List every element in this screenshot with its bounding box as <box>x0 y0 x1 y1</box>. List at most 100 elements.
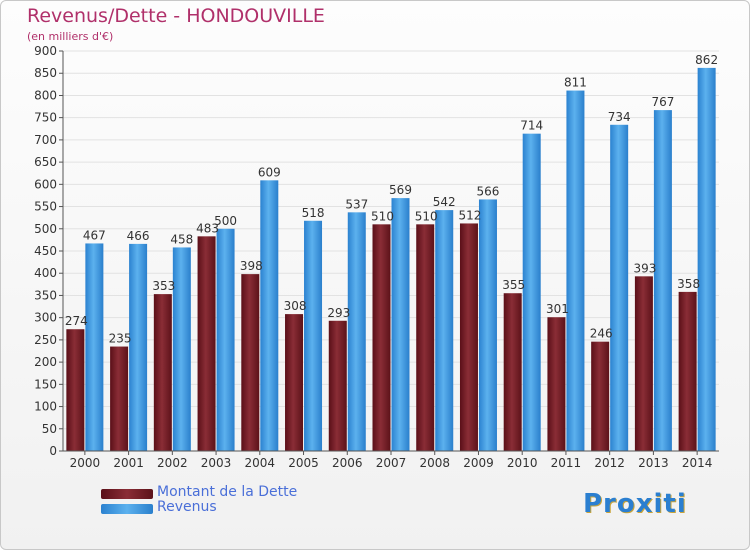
bar-dette <box>416 224 435 451</box>
legend-swatch-dette <box>101 489 153 499</box>
data-label-dette: 353 <box>152 279 175 293</box>
bar-dette <box>678 291 697 451</box>
data-label-dette: 483 <box>196 221 219 235</box>
bar-dette <box>547 317 566 451</box>
data-label-dette: 393 <box>633 261 656 275</box>
bar-revenus <box>697 67 716 451</box>
y-tick-label: 50 <box>42 422 57 436</box>
bar-revenus <box>85 243 104 451</box>
proxiti-logo: Proxiti <box>583 489 687 519</box>
y-tick-label: 800 <box>34 88 57 102</box>
bar-dette <box>110 346 129 451</box>
legend-label-revenus: Revenus <box>157 499 217 515</box>
data-label-revenus: 458 <box>170 232 193 246</box>
bar-revenus <box>610 124 629 452</box>
data-label-dette: 308 <box>284 299 307 313</box>
bar-dette <box>153 294 172 451</box>
x-tick-label: 2010 <box>507 456 538 470</box>
data-label-revenus: 566 <box>477 184 500 198</box>
y-tick-label: 850 <box>34 66 57 80</box>
y-tick-label: 700 <box>34 133 57 147</box>
bar-dette <box>328 320 347 451</box>
bar-dette <box>459 223 478 451</box>
bar-revenus <box>172 247 191 451</box>
x-tick-label: 2005 <box>288 456 319 470</box>
x-tick-label: 2000 <box>70 456 101 470</box>
y-tick-label: 200 <box>34 355 57 369</box>
data-label-dette: 355 <box>502 278 525 292</box>
x-tick-label: 2014 <box>682 456 713 470</box>
y-tick-label: 0 <box>49 444 57 458</box>
legend-label-dette: Montant de la Dette <box>157 484 298 500</box>
y-tick-label: 750 <box>34 111 57 125</box>
legend-swatch-revenus <box>101 504 153 514</box>
data-label-dette: 301 <box>546 302 569 316</box>
y-tick-label: 150 <box>34 377 57 391</box>
x-tick-label: 2009 <box>463 456 494 470</box>
bar-dette <box>503 293 522 451</box>
chart-subtitle: (en milliers d'€) <box>27 30 114 43</box>
data-label-dette: 293 <box>327 306 350 320</box>
x-tick-label: 2006 <box>332 456 363 470</box>
data-label-revenus: 767 <box>651 95 674 109</box>
y-tick-label: 500 <box>34 222 57 236</box>
y-tick-label: 550 <box>34 200 57 214</box>
y-tick-label: 300 <box>34 311 57 325</box>
x-tick-label: 2004 <box>245 456 276 470</box>
y-tick-label: 900 <box>34 44 57 58</box>
bar-revenus <box>260 180 279 452</box>
x-tick-label: 2007 <box>376 456 407 470</box>
data-label-revenus: 542 <box>433 195 456 209</box>
data-label-dette: 235 <box>109 332 132 346</box>
data-label-dette: 246 <box>590 327 613 341</box>
bar-dette <box>591 341 610 451</box>
data-label-revenus: 518 <box>302 206 325 220</box>
x-tick-label: 2011 <box>551 456 582 470</box>
data-label-revenus: 537 <box>345 197 368 211</box>
data-label-revenus: 811 <box>564 76 587 90</box>
data-label-revenus: 466 <box>127 229 150 243</box>
bar-revenus <box>391 198 410 451</box>
bar-revenus <box>347 212 366 451</box>
x-tick-label: 2001 <box>113 456 144 470</box>
bar-revenus <box>216 228 235 451</box>
bar-dette <box>66 329 85 451</box>
bar-revenus <box>566 90 585 452</box>
data-label-dette: 510 <box>415 209 438 223</box>
data-label-dette: 510 <box>371 209 394 223</box>
bar-revenus <box>522 133 541 451</box>
y-tick-label: 100 <box>34 400 57 414</box>
data-label-revenus: 569 <box>389 183 412 197</box>
bar-revenus <box>129 243 148 451</box>
x-tick-label: 2013 <box>638 456 669 470</box>
data-label-dette: 512 <box>459 208 482 222</box>
y-tick-label: 350 <box>34 288 57 302</box>
bar-dette <box>241 274 260 451</box>
x-tick-label: 2008 <box>419 456 450 470</box>
bar-dette <box>634 276 653 451</box>
y-tick-label: 600 <box>34 177 57 191</box>
data-label-dette: 398 <box>240 259 263 273</box>
x-tick-label: 2012 <box>594 456 625 470</box>
bar-dette <box>197 236 216 451</box>
x-tick-label: 2002 <box>157 456 188 470</box>
y-tick-label: 650 <box>34 155 57 169</box>
y-tick-label: 450 <box>34 244 57 258</box>
data-label-dette: 358 <box>677 277 700 291</box>
data-label-revenus: 467 <box>83 228 106 242</box>
y-tick-label: 400 <box>34 266 57 280</box>
data-label-dette: 274 <box>65 314 88 328</box>
bar-dette <box>285 314 304 451</box>
bar-revenus <box>304 220 323 451</box>
data-label-revenus: 734 <box>608 110 631 124</box>
bar-revenus <box>478 199 497 451</box>
bar-revenus <box>435 210 454 451</box>
data-label-revenus: 500 <box>214 214 237 228</box>
data-label-revenus: 714 <box>520 119 543 133</box>
bar-revenus <box>653 110 672 451</box>
data-label-revenus: 862 <box>695 53 718 67</box>
data-label-revenus: 609 <box>258 165 281 179</box>
x-tick-label: 2003 <box>201 456 232 470</box>
